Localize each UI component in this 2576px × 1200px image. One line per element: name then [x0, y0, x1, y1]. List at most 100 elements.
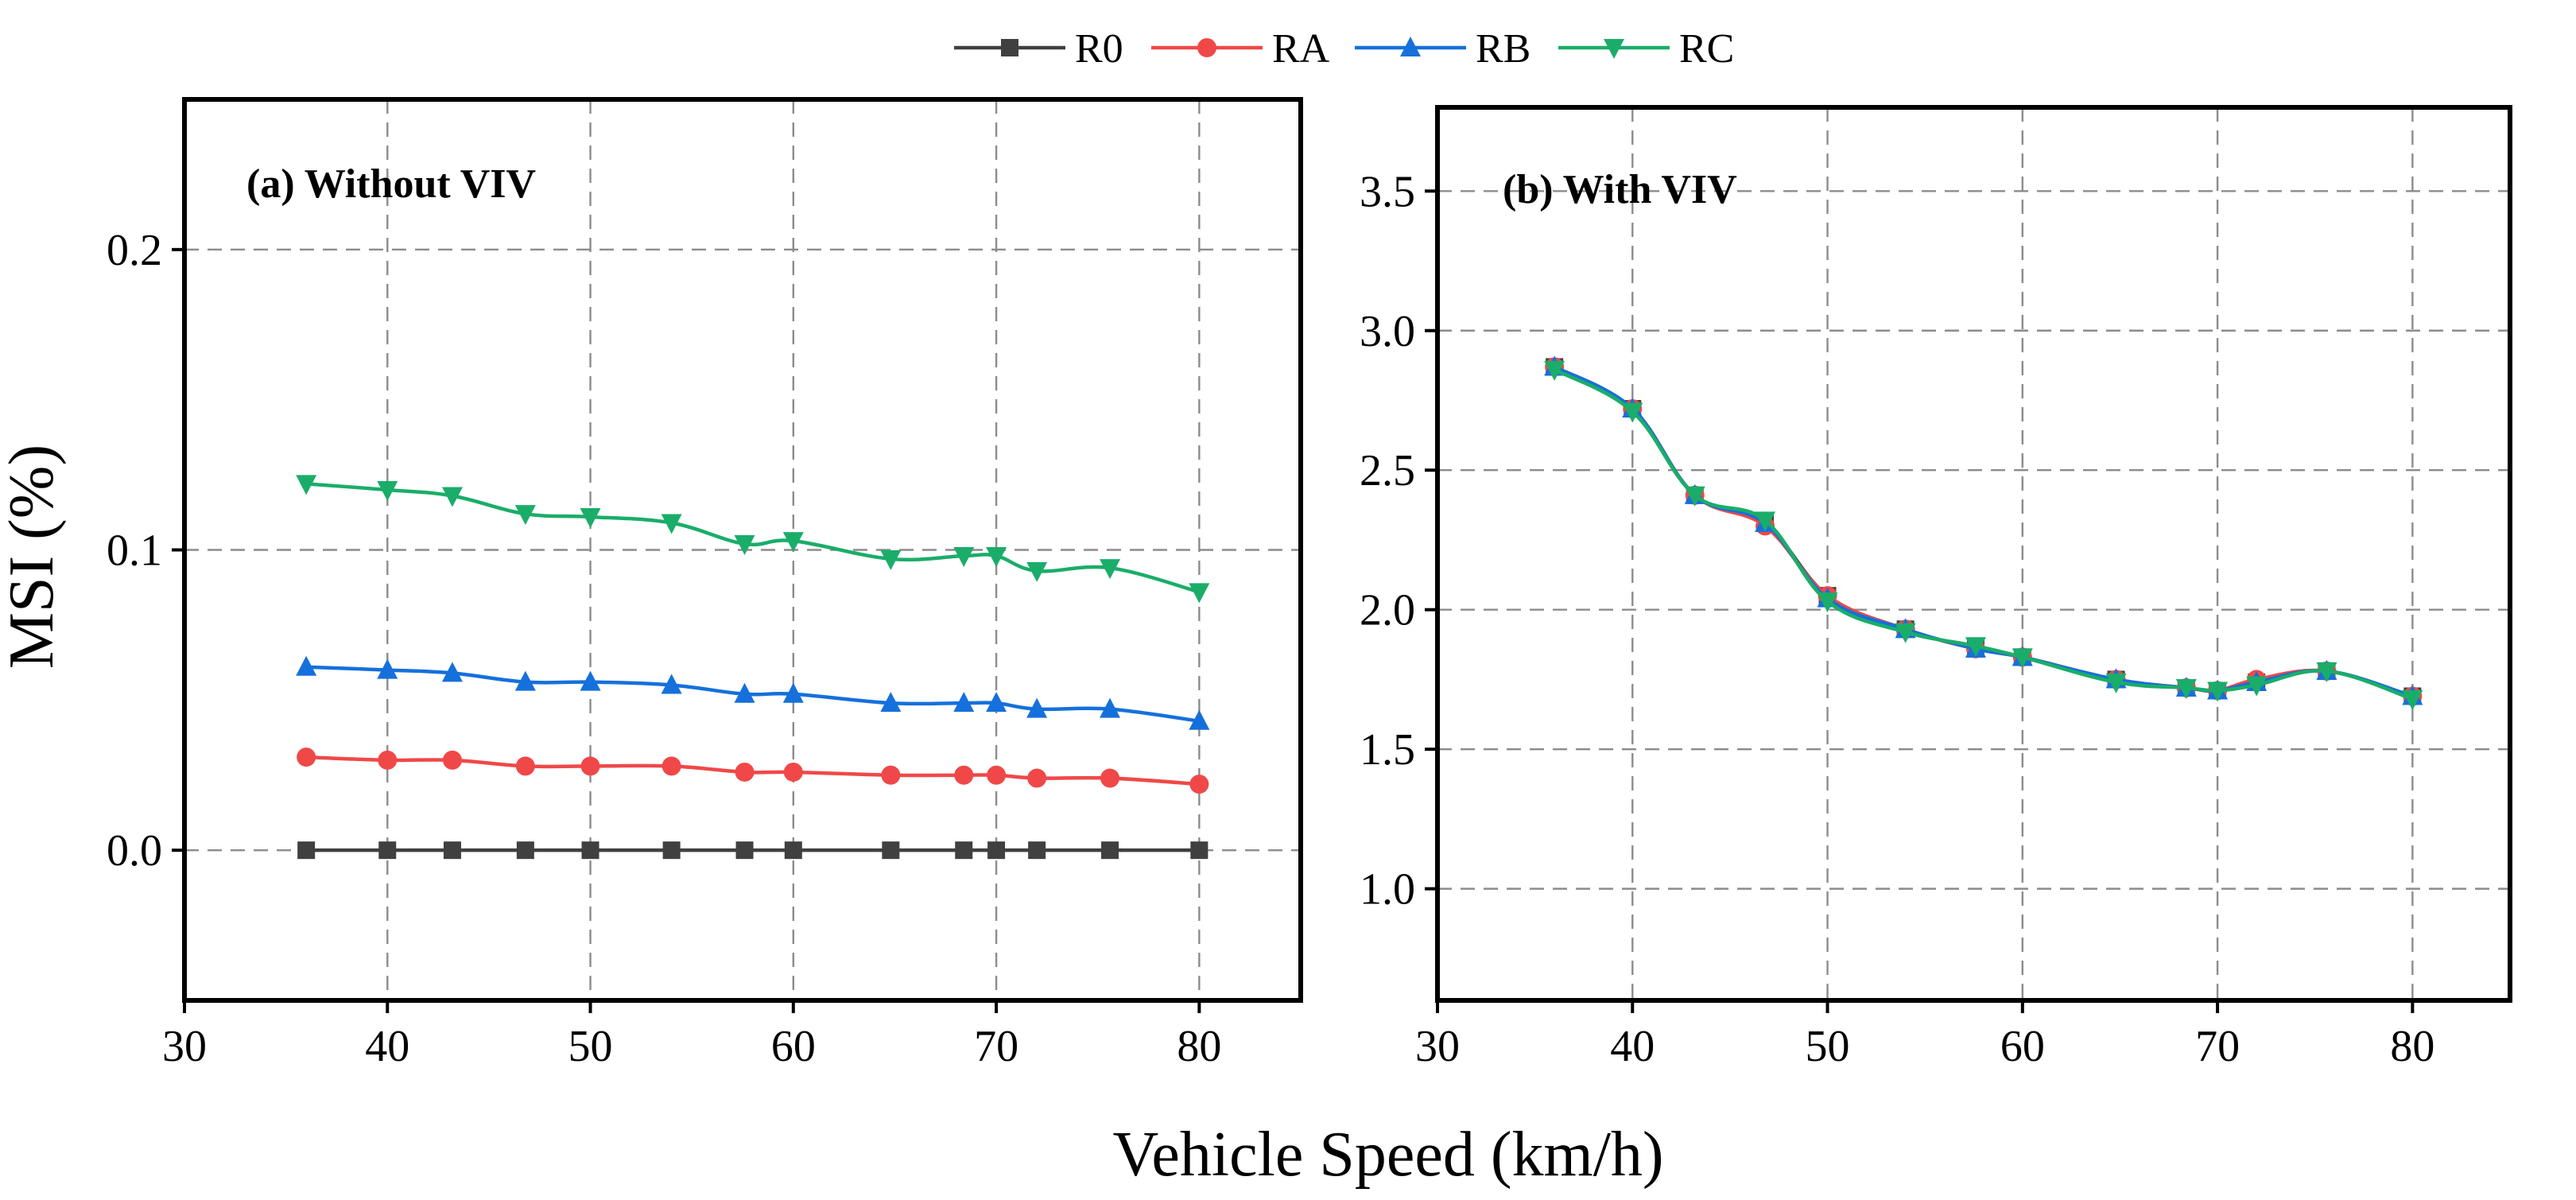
panel-a-without-viv: 30 40 50 60 70 80 0.0 0.1 0.2 (a) Without VIV	[107, 97, 1303, 1071]
data-point-r0	[1190, 841, 1208, 860]
x-tick-label: 50	[568, 1022, 613, 1071]
data-point-rc	[377, 480, 398, 501]
x-tick-label: 70	[974, 1022, 1018, 1071]
data-point-rc	[296, 475, 317, 495]
data-point-ra	[783, 762, 803, 782]
data-point-rb	[514, 670, 536, 691]
data-point-ra	[297, 748, 316, 767]
series-r0	[297, 841, 1208, 860]
data-point-rc	[1100, 559, 1121, 580]
legend-label: R0	[1075, 26, 1123, 72]
data-point-rc	[2105, 673, 2127, 693]
series-rc	[1544, 360, 2423, 710]
y-tick-label: 0.2	[107, 226, 162, 275]
x-tick-label: 60	[2000, 1022, 2045, 1071]
x-tick-label: 80	[2390, 1022, 2434, 1071]
data-point-rb	[986, 692, 1007, 713]
data-point-rb	[782, 682, 804, 703]
data-point-rc	[2012, 648, 2033, 669]
data-point-rc	[514, 505, 536, 526]
y-tick-label: 1.0	[1360, 865, 1415, 915]
data-point-r0	[443, 841, 461, 860]
data-point-rb	[580, 670, 601, 691]
y-tick-label: 1.5	[1360, 725, 1415, 775]
gridlines	[1437, 107, 2510, 1000]
data-point-r0	[516, 841, 534, 860]
data-point-ra	[442, 750, 462, 770]
data-point-rc	[880, 550, 902, 570]
data-point-ra	[954, 765, 974, 785]
data-point-r0	[735, 841, 754, 860]
legend-item-rb: RB	[1355, 26, 1530, 72]
data-point-rc	[2316, 662, 2337, 682]
data-point-ra	[987, 765, 1007, 785]
data-point-rc	[2175, 678, 2197, 699]
data-point-ra	[735, 762, 755, 782]
data-point-r0	[1028, 841, 1046, 860]
data-point-rc	[580, 507, 601, 528]
data-point-rc	[2402, 689, 2423, 710]
data-point-r0	[882, 841, 900, 860]
legend-marker	[1400, 37, 1421, 56]
data-point-ra	[515, 756, 535, 776]
panel-b-with-viv: 30 40 50 60 70 80 1.0 1.5 2.0 2.5 3.0 3.5 (b) With V…	[1360, 105, 2512, 1071]
data-point-rc	[2246, 676, 2268, 697]
data-point-rc	[986, 547, 1007, 568]
data-point-r0	[378, 841, 397, 860]
data-point-rb	[1100, 697, 1121, 718]
data-point-rc	[1817, 592, 1838, 613]
data-point-ra	[378, 750, 398, 770]
y-tick-label: 3.5	[1360, 167, 1415, 216]
data-point-rb	[296, 655, 317, 676]
x-axis-title: Vehicle Speed (km/h)	[1112, 1120, 1663, 1190]
data-point-rc	[1622, 402, 1643, 423]
data-point-r0	[1101, 841, 1119, 860]
data-point-r0	[662, 841, 681, 860]
legend-item-ra: RA	[1151, 26, 1330, 72]
x-tick-label: 80	[1177, 1022, 1221, 1071]
data-point-rc	[441, 487, 463, 507]
data-point-rb	[661, 674, 682, 694]
data-point-rc	[661, 514, 682, 534]
plot-frame	[1435, 105, 2512, 1003]
x-tick-label: 60	[771, 1022, 816, 1071]
legend-marker	[1604, 39, 1624, 59]
y-tick-label: 3.0	[1360, 307, 1415, 356]
data-point-rc	[1965, 637, 1986, 658]
data-point-rb	[734, 682, 755, 703]
series-rc	[296, 475, 1210, 604]
data-point-ra	[1027, 768, 1047, 788]
data-point-rb	[1026, 697, 1048, 718]
data-point-rb	[880, 692, 902, 713]
data-point-rc	[1544, 360, 1565, 381]
legend-item-r0: R0	[954, 26, 1123, 72]
x-tick-label: 40	[1610, 1022, 1655, 1071]
data-point-rc	[953, 547, 975, 568]
y-axis-title: MSI (%)	[0, 445, 67, 669]
panel-title: (b) With VIV	[1503, 167, 1737, 212]
legend-marker	[1001, 39, 1018, 56]
data-point-r0	[955, 841, 973, 860]
data-point-rc	[1684, 486, 1705, 507]
data-point-rb	[441, 662, 463, 682]
data-point-ra	[881, 765, 901, 785]
x-tick-label: 70	[2195, 1022, 2240, 1071]
legend-label: RB	[1476, 26, 1530, 72]
data-point-r0	[581, 841, 599, 860]
data-point-rc	[734, 534, 755, 555]
series-rb	[296, 655, 1210, 730]
data-point-ra	[1100, 768, 1120, 788]
y-tick-label: 0.1	[107, 526, 162, 576]
panel-title: (a) Without VIV	[246, 161, 536, 207]
series-line-rb	[304, 665, 1201, 724]
legend-item-rc: RC	[1558, 26, 1734, 72]
y-tick-label: 0.0	[107, 826, 162, 876]
legend-label: RC	[1679, 26, 1734, 72]
data-point-r0	[987, 841, 1006, 860]
legend-label: RA	[1272, 26, 1330, 72]
data-point-rb	[377, 658, 398, 679]
legend: R0 RA RB RC	[954, 26, 1734, 72]
x-tick-label: 40	[365, 1022, 409, 1071]
data-point-rc	[1895, 623, 1916, 643]
